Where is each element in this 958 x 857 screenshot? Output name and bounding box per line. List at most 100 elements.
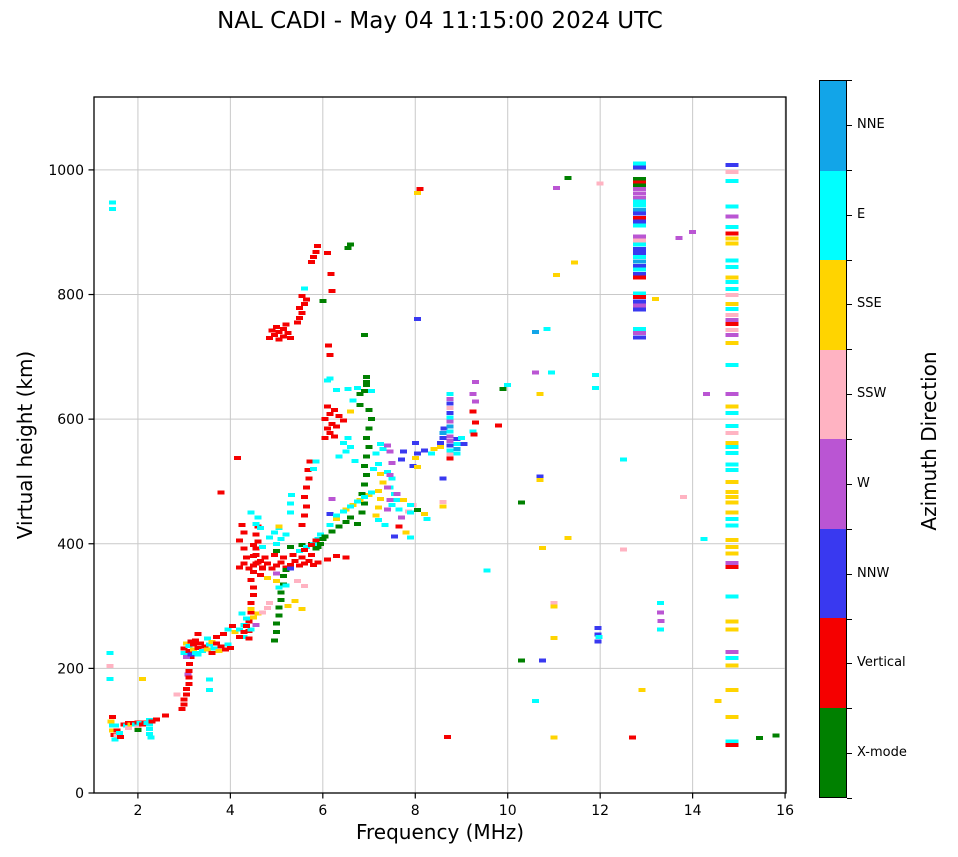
echo-point-e [240,635,248,640]
echo-point-ssw [550,600,558,605]
echo-point-vertical [185,668,193,673]
echo-point-nnw [390,534,398,539]
echo-point-e [725,265,739,270]
echo-point-ssw [300,584,308,589]
echo-point-w [552,185,560,190]
echo-point-vertical [152,717,160,722]
echo-point-e [725,739,739,744]
echo-point-x-mode [282,567,290,572]
echo-point-e [367,490,375,495]
echo-point-vertical [470,432,478,437]
echo-point-sse [725,241,739,246]
echo-point-nnw [446,410,454,415]
echo-point-nnw [632,247,646,252]
x-axis-label: Frequency (MHz) [355,820,525,844]
echo-point-vertical [324,343,332,348]
echo-point-ssw [446,452,454,457]
echo-point-x-mode [347,515,355,520]
echo-point-e [381,523,389,528]
echo-point-e [310,466,318,471]
echo-point-vertical [444,734,452,739]
echo-point-x-mode [360,482,368,487]
echo-point-w [702,392,710,397]
echo-point-vertical [632,215,646,220]
echo-point-sse [536,478,544,483]
echo-point-e [632,255,646,260]
echo-point-vertical [273,324,281,329]
echo-point-e [407,535,415,540]
echo-point-e [656,627,664,632]
echo-point-sse [725,440,739,445]
echo-point-vertical [148,719,156,724]
echo-point-x-mode [270,638,278,643]
echo-point-e [632,203,646,208]
echo-point-vertical [113,728,121,733]
echo-point-sse [333,516,341,521]
echo-point-e [349,398,357,403]
echo-point-x-mode [356,402,364,407]
echo-point-w [725,650,739,655]
echo-point-vertical [289,552,297,557]
echo-point-vertical [494,423,502,428]
echo-point-e [286,510,294,515]
echo-point-e [277,536,285,541]
echo-point-x-mode [632,177,646,182]
echo-point-vertical [300,547,308,552]
echo-point-nne [439,430,447,435]
echo-point-nnw [439,435,447,440]
echo-point-sse [439,504,447,509]
echo-point-e [256,526,264,531]
echo-point-e [725,306,739,311]
echo-point-vertical [296,563,304,568]
echo-point-vertical [284,331,292,336]
y-tick-label: 600 [57,412,84,428]
echo-point-vertical [312,250,320,255]
echo-point-e [725,468,739,473]
echo-point-e [243,616,251,621]
echo-point-vertical [247,600,255,605]
echo-point-vertical [180,697,188,702]
echo-point-vertical [323,426,331,431]
echo-point-e [203,636,211,641]
echo-point-e [632,326,646,331]
echo-point-vertical [286,562,294,567]
colorbar-tick [847,304,852,306]
echo-point-sse [263,576,271,581]
echo-point-vertical [323,250,331,255]
colorbar-boundary-tick [847,80,852,81]
echo-point-vertical [323,404,331,409]
echo-point-e [632,199,646,204]
echo-point-sse [725,275,739,280]
colorbar-boundary-tick [847,259,852,261]
echo-point-vertical [273,563,281,568]
echo-point-e [344,387,352,392]
echo-point-vertical [240,530,248,535]
echo-point-vertical [217,490,225,495]
echo-point-sse [249,615,257,620]
echo-point-nnw [414,316,422,321]
echo-point-ssw [725,313,739,318]
echo-point-e [206,677,214,682]
echo-point-w [384,443,392,448]
echo-point-vertical [340,418,348,423]
echo-point-w [252,622,260,627]
chart-title: NAL CADI - May 04 11:15:00 2024 UTC [217,8,663,34]
echo-point-ssw [725,430,739,435]
echo-point-e [374,518,382,523]
echo-point-ssw [173,692,181,697]
echo-point-sse [437,445,445,450]
echo-point-w [725,333,739,338]
echo-point-nnw [536,474,544,479]
colorbar-boundary-tick [847,528,852,530]
echo-point-e [180,650,188,655]
echo-point-vertical [189,642,197,647]
echo-point-e [725,594,739,599]
echo-point-sse [571,260,579,265]
echo-point-vertical [298,311,306,316]
echo-point-vertical [321,435,329,440]
colorbar-tick [847,663,852,665]
echo-point-x-mode [358,491,366,496]
echo-point-ssw [679,495,687,500]
echo-point-e [335,454,343,459]
